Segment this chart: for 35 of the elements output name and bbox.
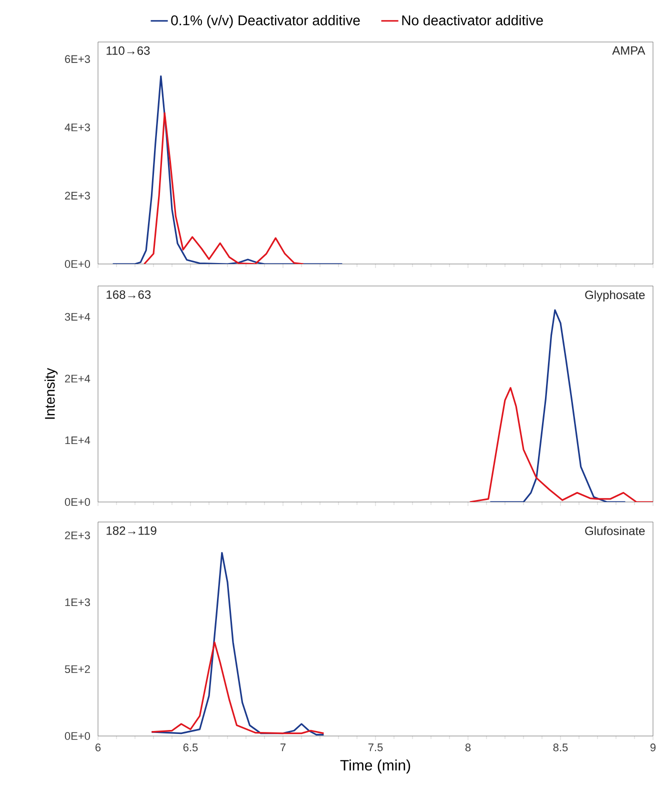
- annotation: 182→119: [106, 526, 156, 535]
- x-tick-label: 7: [280, 744, 286, 752]
- annotation: Glufosinate: [585, 526, 645, 536]
- annotation: 110→63: [106, 46, 150, 55]
- line-series: [150, 552, 324, 736]
- y-tick-label: 2E+4: [65, 374, 90, 382]
- x-tick-label: 8: [465, 744, 471, 752]
- line-series: [469, 387, 654, 502]
- y-tick-label: 0E+0: [64, 732, 90, 740]
- y-tick-label: 6E+3: [65, 55, 90, 63]
- y-tick-label: 4E+3: [64, 123, 90, 132]
- annotation: Glyphosate: [585, 290, 645, 302]
- line-series: [143, 112, 304, 264]
- x-axis-title: Time (min): [340, 760, 410, 774]
- annotation: AMPA: [612, 46, 646, 55]
- line-series: [112, 75, 344, 264]
- y-tick-label: 2E+3: [65, 531, 90, 540]
- line-series: [150, 642, 324, 734]
- legend-label: 0.1% (v/v) Deactivator additive: [171, 15, 360, 28]
- annotation: 168→63: [106, 290, 151, 299]
- x-tick-label: 9: [650, 744, 656, 752]
- y-tick-label: 1E+4: [65, 436, 90, 444]
- legend-label: No deactivator additive: [402, 15, 543, 26]
- y-tick-label: 2E+3: [65, 192, 90, 200]
- y-tick-label: 1E+3: [65, 598, 90, 606]
- y-tick-label: 0E+0: [64, 498, 90, 506]
- y-tick-label: 0E+0: [64, 260, 90, 268]
- x-tick-label: 6.5: [183, 744, 198, 752]
- y-tick-label: 3E+4: [64, 312, 90, 321]
- y-tick-label: 5E+2: [64, 665, 90, 674]
- y-axis-title: Intensity: [44, 368, 58, 419]
- x-tick-label: 7.5: [368, 744, 383, 752]
- line-series: [489, 309, 626, 502]
- x-tick-label: 8.5: [553, 744, 568, 752]
- x-tick-label: 6: [96, 744, 101, 752]
